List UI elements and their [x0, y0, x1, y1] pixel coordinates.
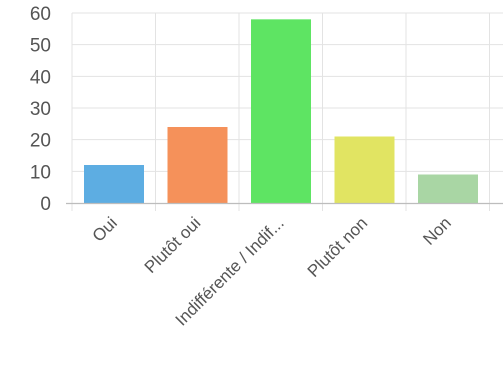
- bar-2: [167, 127, 228, 203]
- y-tick-label: 50: [30, 36, 51, 57]
- x-tick-label: Plutôt oui: [141, 213, 205, 277]
- y-tick-labels: 0 10 20 30 40 50 60: [30, 4, 51, 215]
- bar-5: [418, 174, 478, 203]
- x-tick-label: Oui: [89, 213, 121, 245]
- y-tick-label: 10: [30, 162, 51, 183]
- y-tick-label: 40: [30, 67, 51, 88]
- y-tick-label: 30: [30, 99, 51, 120]
- bars-layer: [84, 19, 478, 204]
- y-tick-label: 20: [30, 131, 51, 152]
- y-tick-label: 0: [40, 194, 51, 215]
- x-tick-label: Plutôt non: [304, 213, 372, 281]
- y-tick-label: 60: [30, 4, 51, 25]
- bar-4: [334, 136, 395, 203]
- bar-3: [251, 19, 311, 204]
- x-tick-label: Non: [419, 213, 454, 248]
- bar-1: [84, 165, 144, 203]
